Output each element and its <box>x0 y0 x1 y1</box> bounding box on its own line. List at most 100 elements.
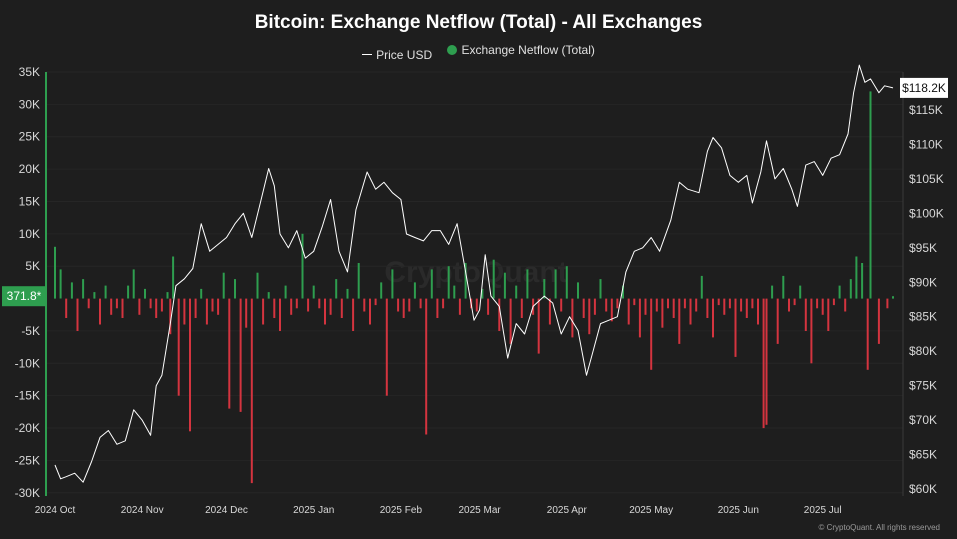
netflow-bar <box>560 298 563 312</box>
netflow-bar <box>284 285 287 299</box>
netflow-bar <box>610 298 613 322</box>
netflow-bar <box>487 298 490 315</box>
right-tick-label: $65K <box>909 448 937 462</box>
netflow-bar <box>380 282 383 299</box>
netflow-bar <box>464 263 467 299</box>
right-tick-label: $85K <box>909 310 937 324</box>
netflow-bar <box>346 288 349 299</box>
left-tick-label: 20K <box>19 162 40 176</box>
netflow-bar <box>413 282 416 299</box>
netflow-bar <box>498 298 501 331</box>
x-tick-label: 2025 Feb <box>380 505 423 516</box>
right-tick-label: $80K <box>909 344 937 358</box>
netflow-bar <box>228 298 231 409</box>
netflow-bar <box>402 298 405 318</box>
netflow-bar <box>799 285 802 299</box>
legend-item-netflow[interactable]: Exchange Netflow (Total) <box>447 43 595 57</box>
netflow-bar <box>155 298 158 318</box>
netflow-bar <box>132 269 135 299</box>
netflow-bar <box>877 298 880 344</box>
netflow-bar <box>357 263 360 299</box>
netflow-bar <box>633 298 636 306</box>
netflow-bar <box>397 298 400 312</box>
netflow-bar <box>430 269 433 299</box>
netflow-bar <box>211 298 214 312</box>
left-tick-label: 5K <box>25 259 40 273</box>
legend-label-netflow: Exchange Netflow (Total) <box>461 43 595 57</box>
netflow-bar <box>318 298 321 309</box>
netflow-bar <box>374 298 377 306</box>
netflow-bar <box>312 285 315 299</box>
netflow-bar <box>267 292 270 299</box>
current-netflow-badge-box <box>2 286 46 307</box>
netflow-bar <box>638 298 641 338</box>
netflow-bar <box>307 298 310 312</box>
netflow-bar <box>475 298 478 312</box>
netflow-bar <box>245 298 248 328</box>
netflow-bar <box>599 279 602 299</box>
netflow-bar <box>189 298 191 432</box>
netflow-bar <box>369 298 371 325</box>
netflow-bar <box>509 298 512 344</box>
netflow-bar <box>844 298 847 312</box>
netflow-bar <box>419 298 422 309</box>
right-tick-label: $95K <box>909 241 937 255</box>
horizontal-gridlines <box>46 71 903 494</box>
netflow-bar <box>740 298 743 312</box>
netflow-bar <box>104 285 107 299</box>
netflow-bar <box>295 298 298 309</box>
netflow-bar <box>352 298 355 331</box>
netflow-bar <box>861 263 864 299</box>
netflow-bar <box>481 288 484 299</box>
netflow-bar <box>793 298 796 306</box>
netflow-bar <box>458 298 461 315</box>
netflow-bar <box>177 298 180 396</box>
netflow-bar <box>866 298 869 370</box>
netflow-bar <box>582 298 585 318</box>
netflow-bar <box>453 285 456 299</box>
netflow-bar <box>717 298 720 306</box>
netflow-bar <box>515 285 518 299</box>
right-tick-label: $75K <box>909 379 937 393</box>
netflow-bar <box>329 298 332 315</box>
netflow-bar <box>554 269 557 299</box>
netflow-bar <box>728 298 731 309</box>
netflow-bar <box>593 298 596 315</box>
netflow-bar <box>70 282 73 299</box>
netflow-bar <box>695 298 698 312</box>
netflow-bar <box>200 288 203 299</box>
netflow-bar <box>262 298 265 325</box>
current-price-badge-box <box>900 77 948 98</box>
netflow-bar <box>886 298 889 309</box>
netflow-bar <box>667 298 669 309</box>
netflow-bar <box>59 269 62 299</box>
legend-item-price[interactable]: Price USD <box>362 48 432 62</box>
netflow-bar <box>273 298 276 318</box>
netflow-bar <box>149 298 152 309</box>
netflow-bar <box>821 298 824 315</box>
left-tick-label: 25K <box>19 130 40 144</box>
netflow-bar <box>256 272 259 299</box>
netflow-bar <box>765 298 768 425</box>
x-tick-label: 2025 May <box>629 505 673 516</box>
netflow-bar <box>363 298 366 312</box>
netflow-bar <box>65 298 68 318</box>
netflow-bar <box>700 275 703 299</box>
dot-legend-icon <box>447 45 458 55</box>
netflow-bar <box>712 298 714 338</box>
line-legend-icon <box>362 54 373 55</box>
current-price-badge: $118.2K <box>900 77 948 98</box>
netflow-bar <box>838 285 841 299</box>
netflow-bar <box>385 298 388 396</box>
right-tick-label: $105K <box>909 172 944 186</box>
netflow-bar <box>169 298 172 335</box>
netflow-bar <box>548 298 551 325</box>
netflow-bar <box>166 292 169 299</box>
netflow-bar <box>892 296 894 299</box>
netflow-bar <box>537 298 540 354</box>
netflow-bar <box>121 298 124 318</box>
netflow-bar <box>234 279 236 299</box>
right-tick-label: $115K <box>909 103 943 117</box>
netflow-bar <box>324 298 326 325</box>
